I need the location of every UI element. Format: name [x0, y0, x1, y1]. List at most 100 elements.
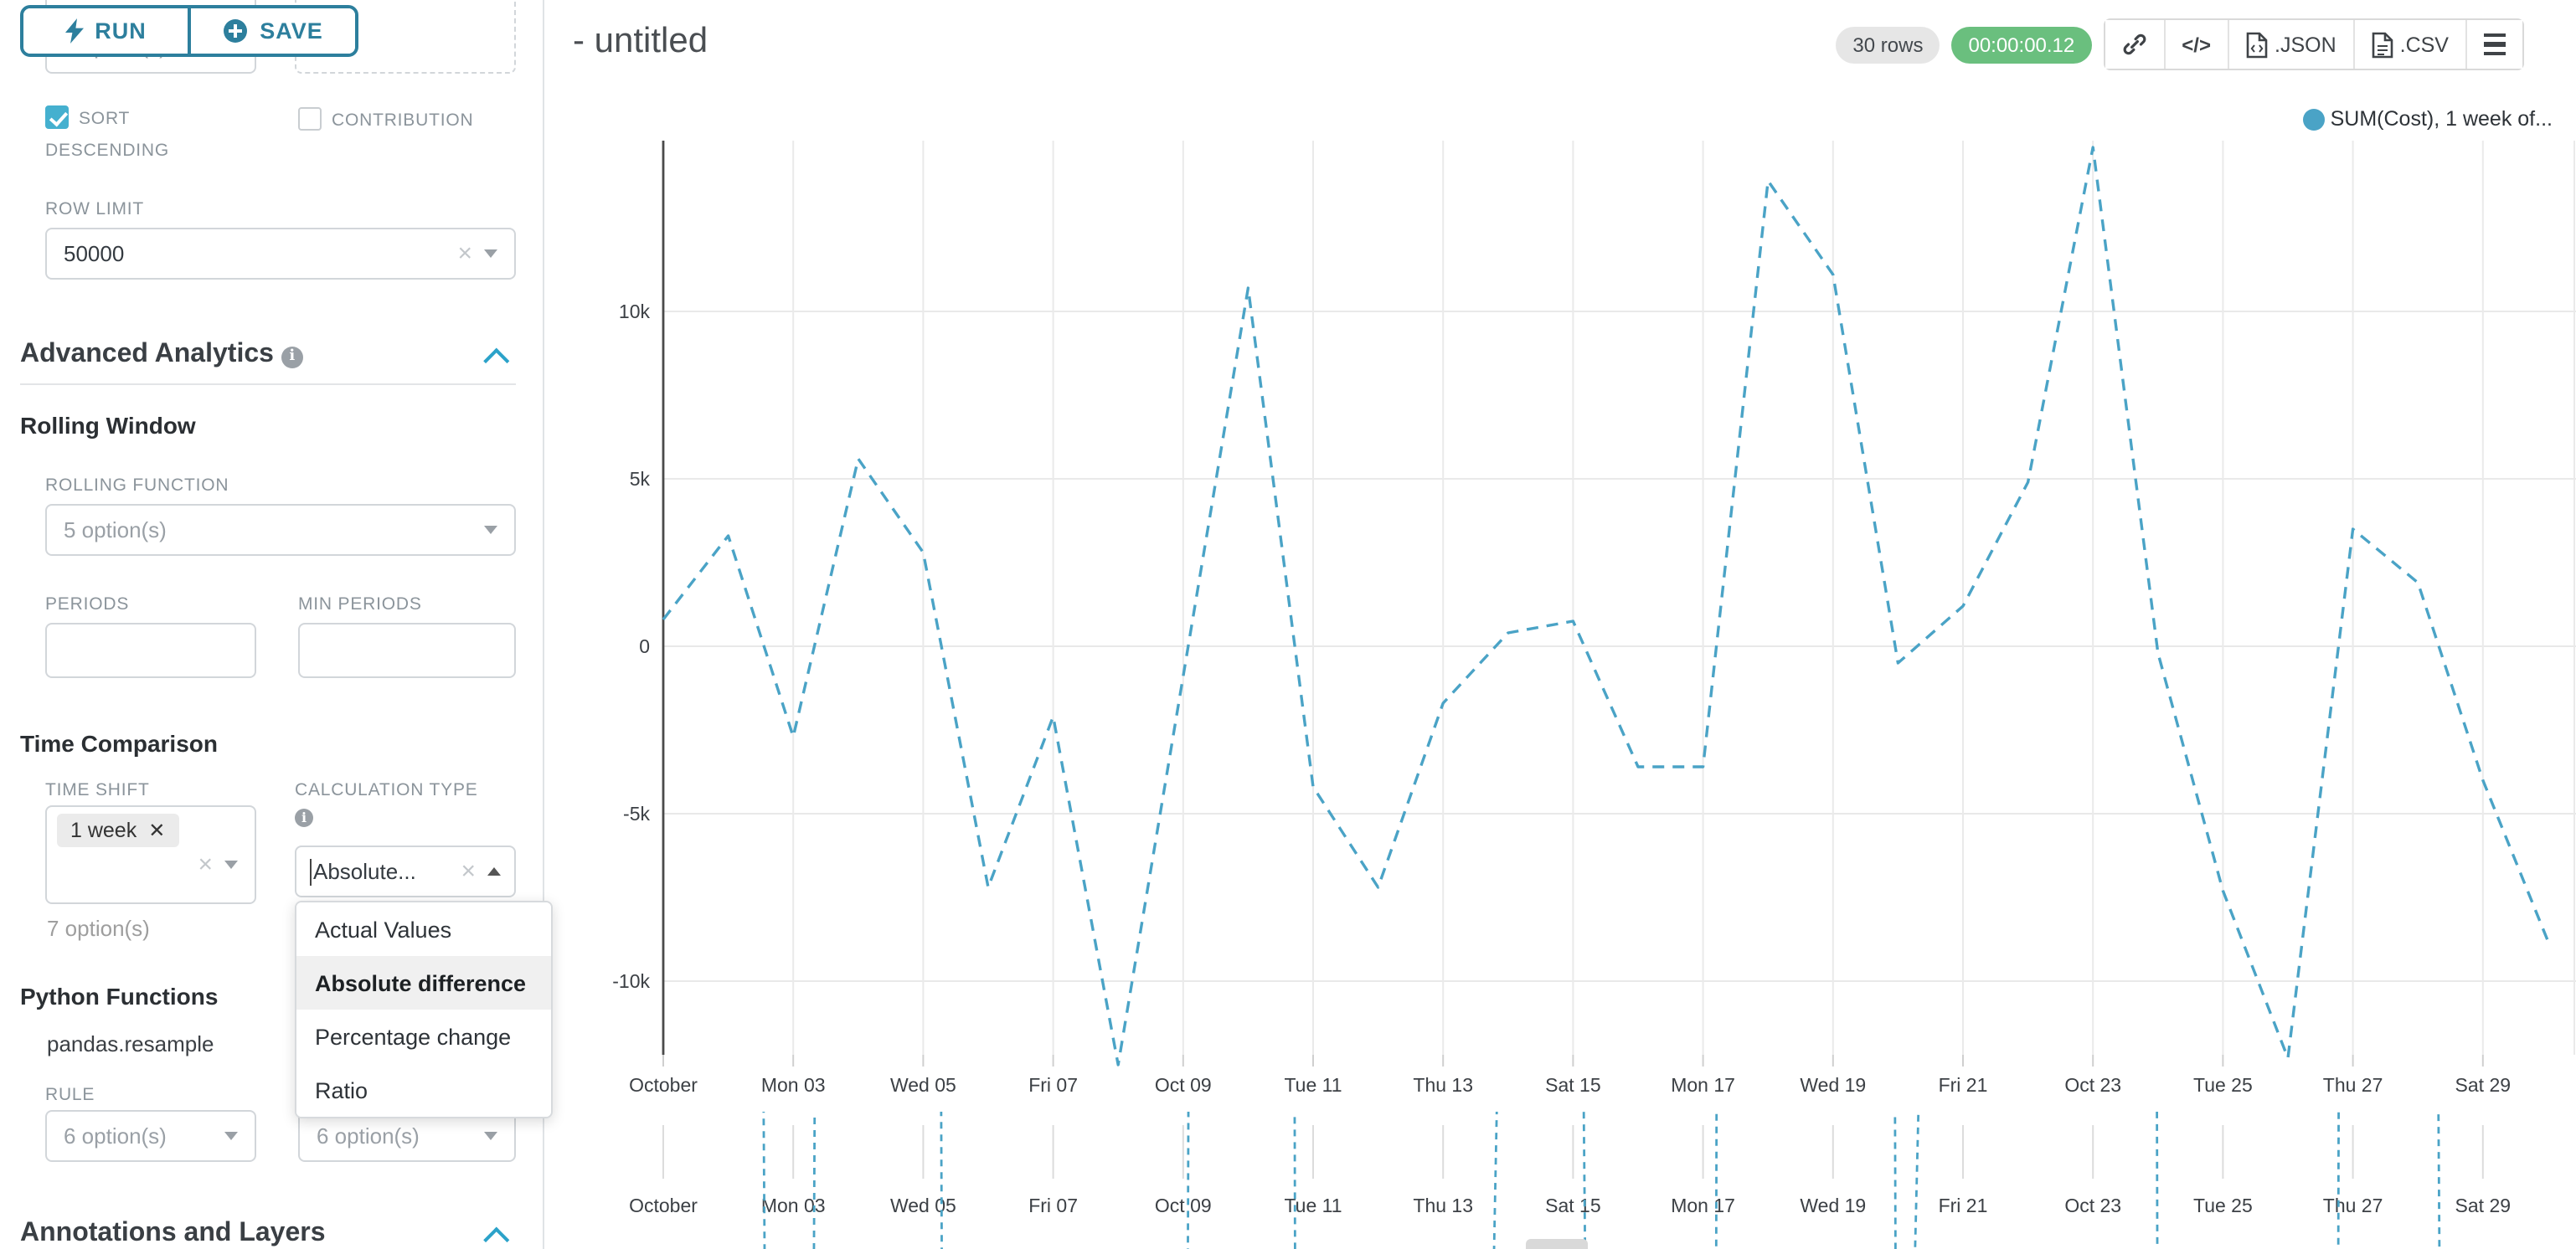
- dropdown-option[interactable]: Ratio: [296, 1063, 551, 1117]
- save-button[interactable]: SAVE: [188, 8, 355, 54]
- y-axis-labels: 10k 5k 0 -5k -10k: [612, 301, 650, 992]
- dropdown-option[interactable]: Actual Values: [296, 902, 551, 956]
- svg-text:Sat 15: Sat 15: [1545, 1074, 1601, 1096]
- time-shift-chip[interactable]: 1 week ✕: [57, 814, 179, 847]
- export-csv-label: .CSV: [2399, 33, 2449, 56]
- rule-select[interactable]: 6 option(s): [45, 1110, 256, 1162]
- svg-text:Oct 23: Oct 23: [2064, 1195, 2121, 1216]
- vertical-gridlines: [662, 141, 2575, 1067]
- checkbox-unchecked-icon[interactable]: [298, 107, 322, 131]
- row-count-badge: 30 rows: [1836, 26, 1940, 63]
- svg-text:Wed 19: Wed 19: [1800, 1195, 1866, 1216]
- calculation-type-dropdown: Actual Values Absolute difference Percenta…: [295, 901, 553, 1118]
- run-save-group: RUN SAVE: [20, 5, 358, 57]
- chevron-down-icon[interactable]: [484, 526, 497, 534]
- annotations-title: Annotations and Layers: [20, 1219, 326, 1247]
- svg-text:Mon 17: Mon 17: [1671, 1074, 1735, 1096]
- contribution-checkbox[interactable]: CONTRIBUTION: [298, 105, 533, 134]
- annotations-header[interactable]: Annotations and Layers: [20, 1219, 326, 1249]
- calculation-type-select[interactable]: Absolute... ×: [295, 846, 516, 897]
- min-periods-input[interactable]: [298, 623, 516, 678]
- remove-chip-icon[interactable]: ✕: [148, 819, 166, 842]
- brush-handle[interactable]: [1526, 1239, 1588, 1249]
- export-button-group: </> .JSON .CSV: [2103, 18, 2524, 70]
- file-code-icon: [2246, 31, 2268, 58]
- collapse-chevron-icon[interactable]: [483, 347, 510, 374]
- chevron-down-icon[interactable]: [484, 249, 497, 258]
- save-button-label: SAVE: [260, 18, 323, 44]
- query-timer-badge: 00:00:00.12: [1951, 26, 2092, 63]
- mini-preview-chart[interactable]: October Mon 03 Wed 05 Fri 07 Oct 09 Tue 11 Thu…: [629, 94, 2548, 1249]
- svg-text:Sat 29: Sat 29: [2455, 1074, 2512, 1096]
- menu-button[interactable]: [2465, 20, 2522, 69]
- export-json-button[interactable]: .JSON: [2228, 20, 2353, 69]
- chart-legend[interactable]: SUM(Cost), 1 week of...: [2303, 107, 2553, 131]
- svg-text:Fri 21: Fri 21: [1939, 1195, 1988, 1216]
- svg-text:Oct 09: Oct 09: [1155, 1195, 1212, 1216]
- sort-descending-checkbox[interactable]: SORT DESCENDING: [45, 102, 219, 166]
- info-icon[interactable]: i: [281, 347, 303, 368]
- chevron-down-icon[interactable]: [224, 1132, 238, 1140]
- dropdown-option[interactable]: Absolute difference: [296, 956, 551, 1010]
- section-divider: [20, 383, 516, 385]
- svg-text:Thu 13: Thu 13: [1413, 1195, 1473, 1216]
- svg-text:Thu 13: Thu 13: [1413, 1074, 1473, 1096]
- svg-text:Oct 23: Oct 23: [2064, 1074, 2121, 1096]
- chart-title[interactable]: - untitled: [573, 22, 708, 60]
- svg-text:October: October: [629, 1195, 698, 1216]
- svg-text:Fri 07: Fri 07: [1028, 1195, 1078, 1216]
- svg-text:Tue 11: Tue 11: [1284, 1195, 1342, 1216]
- clear-icon[interactable]: ×: [457, 239, 472, 268]
- info-icon[interactable]: i: [295, 809, 313, 827]
- panel-divider: [543, 0, 544, 1249]
- dropdown-option[interactable]: Percentage change: [296, 1010, 551, 1063]
- svg-text:Tue 25: Tue 25: [2193, 1195, 2253, 1216]
- svg-text:Wed 05: Wed 05: [890, 1195, 956, 1216]
- rule-value: 6 option(s): [64, 1123, 167, 1149]
- svg-text:Wed 19: Wed 19: [1800, 1074, 1866, 1096]
- time-shift-select[interactable]: 1 week ✕ ×: [45, 805, 256, 904]
- svg-text:Fri 21: Fri 21: [1939, 1074, 1988, 1096]
- row-limit-select[interactable]: 50000 ×: [45, 228, 516, 280]
- row-limit-label: ROW LIMIT: [45, 199, 145, 219]
- run-button-label: RUN: [95, 18, 147, 44]
- rolling-window-title: Rolling Window: [20, 412, 196, 439]
- rolling-function-select[interactable]: 5 option(s): [45, 504, 516, 556]
- run-button[interactable]: RUN: [23, 8, 188, 54]
- svg-text:Fri 07: Fri 07: [1028, 1074, 1078, 1096]
- clear-icon[interactable]: ×: [198, 851, 213, 879]
- chevron-down-icon[interactable]: [484, 1132, 497, 1140]
- svg-text:-10k: -10k: [612, 970, 650, 992]
- method-select[interactable]: 6 option(s): [298, 1110, 516, 1162]
- chevron-down-icon[interactable]: [224, 861, 238, 869]
- rolling-function-value: 5 option(s): [64, 517, 167, 542]
- legend-dot-icon: [2303, 108, 2326, 130]
- svg-text:Mon 03: Mon 03: [761, 1074, 826, 1096]
- periods-label: PERIODS: [45, 594, 130, 614]
- svg-text:October: October: [629, 1074, 698, 1096]
- python-functions-title: Python Functions: [20, 983, 219, 1010]
- chevron-up-icon[interactable]: [487, 867, 501, 876]
- share-link-button[interactable]: [2105, 20, 2164, 69]
- export-csv-button[interactable]: .CSV: [2352, 20, 2465, 69]
- calculation-type-label: CALCULATION TYPE: [295, 780, 478, 800]
- checkbox-checked-icon[interactable]: [45, 105, 69, 129]
- rolling-function-label: ROLLING FUNCTION: [45, 475, 229, 496]
- horizontal-gridlines: [663, 311, 2576, 982]
- clear-icon[interactable]: ×: [461, 857, 476, 886]
- time-comparison-title: Time Comparison: [20, 730, 218, 757]
- main-series-line: [662, 146, 2549, 1067]
- hamburger-icon: [2484, 33, 2506, 56]
- periods-input[interactable]: [45, 623, 256, 678]
- svg-text:Tue 11: Tue 11: [1284, 1074, 1342, 1096]
- advanced-analytics-header[interactable]: Advanced Analytics i: [20, 340, 303, 370]
- contribution-label: CONTRIBUTION: [332, 111, 474, 131]
- rule-label: RULE: [45, 1085, 95, 1105]
- collapse-chevron-icon[interactable]: [483, 1226, 510, 1249]
- view-query-button[interactable]: </>: [2163, 20, 2228, 69]
- text-cursor: [310, 858, 312, 885]
- legend-label: SUM(Cost), 1 week of...: [2330, 107, 2553, 131]
- control-panel: 7 option(s) RUN SAVE SORT DESCEND: [0, 0, 553, 1249]
